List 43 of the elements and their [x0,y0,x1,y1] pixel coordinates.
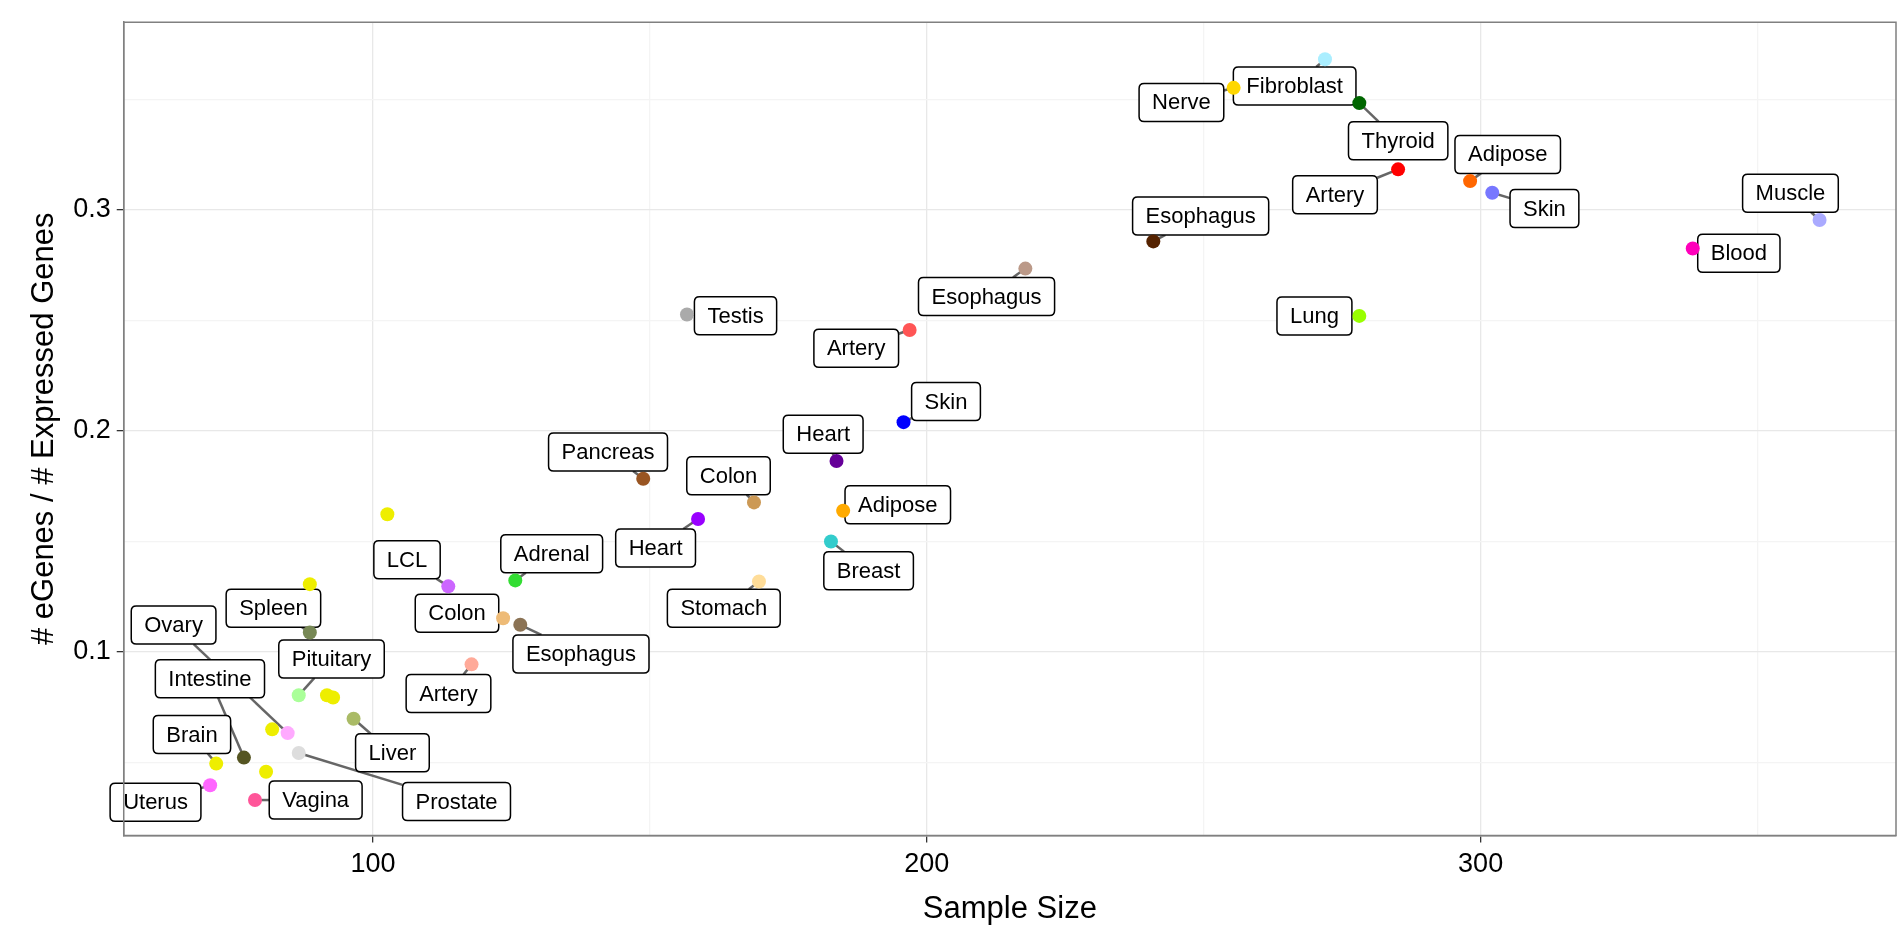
annotation: Vagina [282,787,350,813]
annotation: Liver [368,739,417,765]
annotation: Spleen [239,595,308,621]
annotation: Prostate [415,788,498,814]
annotation: Blood [1710,240,1767,266]
annotation: Colon [699,462,758,488]
x-axis-title: Sample Size [922,889,1097,925]
annotation: Intestine [168,665,252,691]
annotation: Stomach [680,595,768,621]
x-tick-label: 200 [904,848,950,879]
annotation: Uterus [123,789,188,815]
annotation: Skin [1523,195,1566,221]
annotation: Fibroblast [1246,73,1343,99]
annotation: LCL [386,546,428,572]
y-tick-label: 0.3 [73,193,111,224]
annotation: Artery [1305,181,1365,207]
annotation: Esophagus [525,641,637,666]
x-tick-label: 300 [1458,848,1504,879]
annotation: Colon [428,600,486,626]
y-tick-label: 0.2 [73,414,111,445]
annotation: Artery [826,335,886,361]
annotation: Muscle [1755,180,1826,206]
annotation: Pituitary [291,645,372,671]
annotation: Testis [707,302,764,328]
y-tick-label: 0.1 [73,635,111,666]
annotation: Brain [166,721,218,747]
annotation: Nerve [1152,89,1211,115]
annotation: Adipose [1467,141,1548,167]
annotation: Heart [628,535,683,561]
annotation: Skin [924,388,968,414]
annotation: Thyroid [1361,127,1435,153]
annotation: Ovary [144,612,203,638]
x-tick-label: 100 [350,848,396,879]
annotation: Lung [1289,302,1339,328]
annotation: Artery [419,680,478,706]
y-axis-title: # eGenes / # Expressed Genes [25,212,61,646]
annotation: Esophagus [1145,202,1256,228]
annotation: Adrenal [513,540,590,566]
annotation: Heart [796,421,851,447]
annotation: Esophagus [931,283,1042,309]
annotation: Breast [836,557,901,583]
annotation: Pancreas [561,439,655,465]
annotation: Adipose [858,491,938,517]
